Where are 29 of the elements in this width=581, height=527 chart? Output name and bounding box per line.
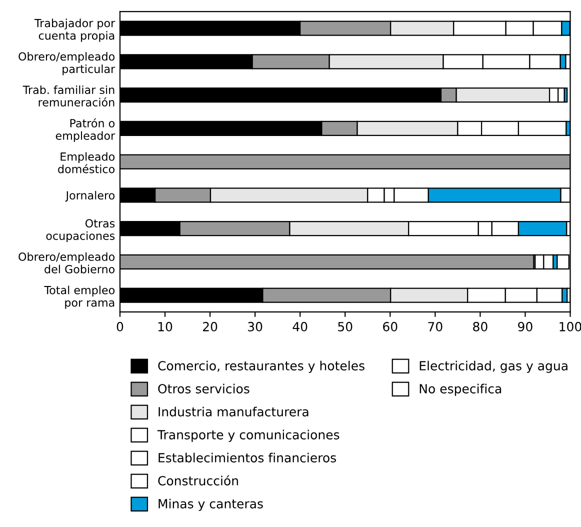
x-tick-label: 100: [560, 322, 581, 332]
legend-label: Industria manufacturera: [158, 406, 308, 416]
y-tick-label: Obrero/empleado particular: [18, 52, 116, 76]
x-tick-label: 70: [428, 322, 442, 332]
x-tick-label: 40: [292, 322, 308, 332]
legend-label: Comercio, restaurantes y hoteles: [158, 360, 364, 373]
x-tick-label: 80: [473, 322, 488, 332]
x-tick-label: 60: [383, 322, 398, 332]
x-tick-label: 90: [518, 322, 532, 332]
y-tick-label: Jornalero: [65, 190, 115, 202]
x-tick-label: 0: [116, 322, 124, 332]
legend-label: Transporte y comunicaciones: [157, 430, 340, 442]
y-tick-label: Otras ocupaciones: [46, 219, 115, 242]
x-tick-label: 20: [202, 322, 218, 332]
y-tick-label: Trabajador por cuenta propia: [34, 18, 116, 42]
legend-label: Minas y canteras: [158, 498, 263, 511]
y-tick-label: Patrón o empleador: [56, 118, 116, 142]
legend-label: No especifica: [420, 384, 502, 396]
legend-label: Otros servicios: [158, 384, 250, 394]
y-tick-label: Total empleo por rama: [44, 286, 115, 309]
legend-label: Electricidad, gas y agua: [420, 360, 568, 373]
legend-label: Construcción: [158, 475, 238, 486]
y-tick-label: Obrero/empleado del Gobierno: [18, 252, 115, 274]
legend-label: Establecimientos financieros: [158, 452, 336, 462]
y-tick-label: Trab. familiar sin remuneración: [22, 85, 114, 106]
x-tick-label: 30: [248, 322, 262, 332]
x-tick-label: 10: [158, 322, 172, 332]
x-tick-label: 50: [338, 322, 352, 332]
y-tick-label: Empleado doméstico: [58, 152, 115, 174]
